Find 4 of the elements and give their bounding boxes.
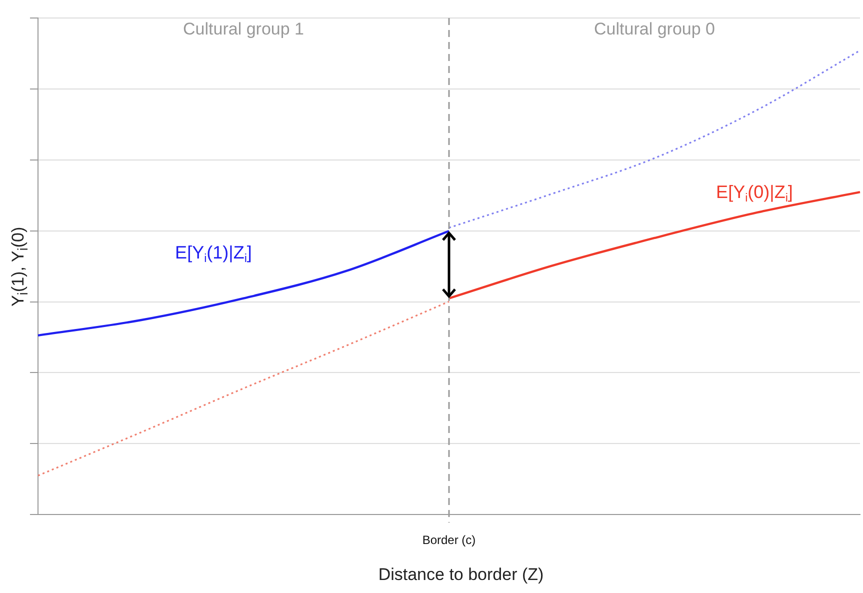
x-axis-title: Distance to border (Z) — [377, 565, 545, 585]
text: Cultural group 1 — [183, 20, 304, 39]
text: Cultural group 0 — [594, 20, 715, 39]
text: Border (c) — [422, 532, 476, 547]
